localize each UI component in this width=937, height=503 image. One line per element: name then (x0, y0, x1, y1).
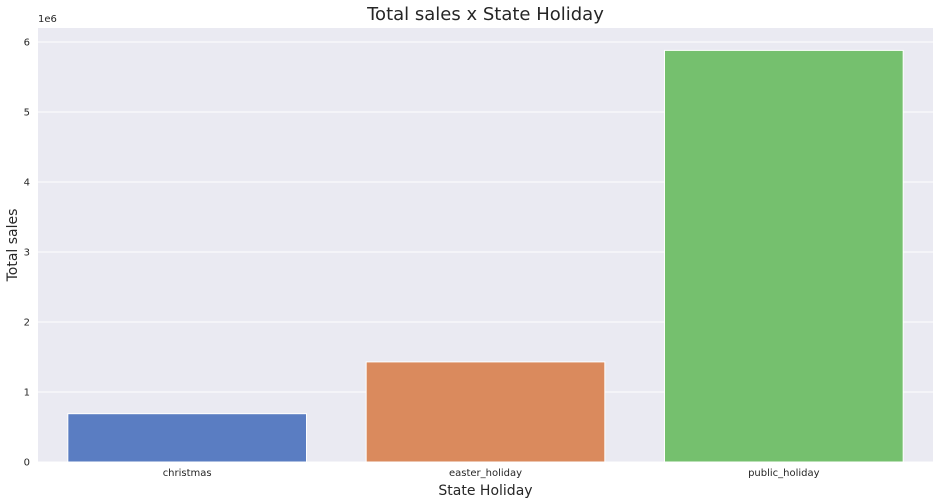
bar-christmas (67, 413, 308, 463)
y-tick-label: 3 (24, 248, 30, 259)
y-tick-label: 0 (24, 458, 30, 469)
y-axis-label: Total sales (5, 209, 21, 283)
x-tick-labels: christmas easter_holiday public_holiday (163, 468, 820, 479)
y-tick-label: 6 (24, 38, 30, 49)
y-tick-labels: 0 1 2 3 4 5 6 (24, 38, 30, 469)
x-tick-label: public_holiday (748, 468, 820, 479)
y-tick-label: 2 (24, 318, 30, 329)
chart-title: Total sales x State Holiday (366, 4, 604, 25)
bars-group (67, 49, 904, 463)
y-tick-label: 5 (24, 108, 30, 119)
bar-public-holiday (664, 49, 904, 463)
y-tick-label: 1 (24, 388, 30, 399)
x-axis-label: State Holiday (438, 483, 532, 499)
x-tick-label: easter_holiday (449, 468, 522, 479)
y-tick-label: 4 (24, 178, 30, 189)
bar-easter-holiday (365, 361, 606, 463)
y-offset-label: 1e6 (38, 14, 57, 25)
x-tick-label: christmas (163, 468, 212, 479)
